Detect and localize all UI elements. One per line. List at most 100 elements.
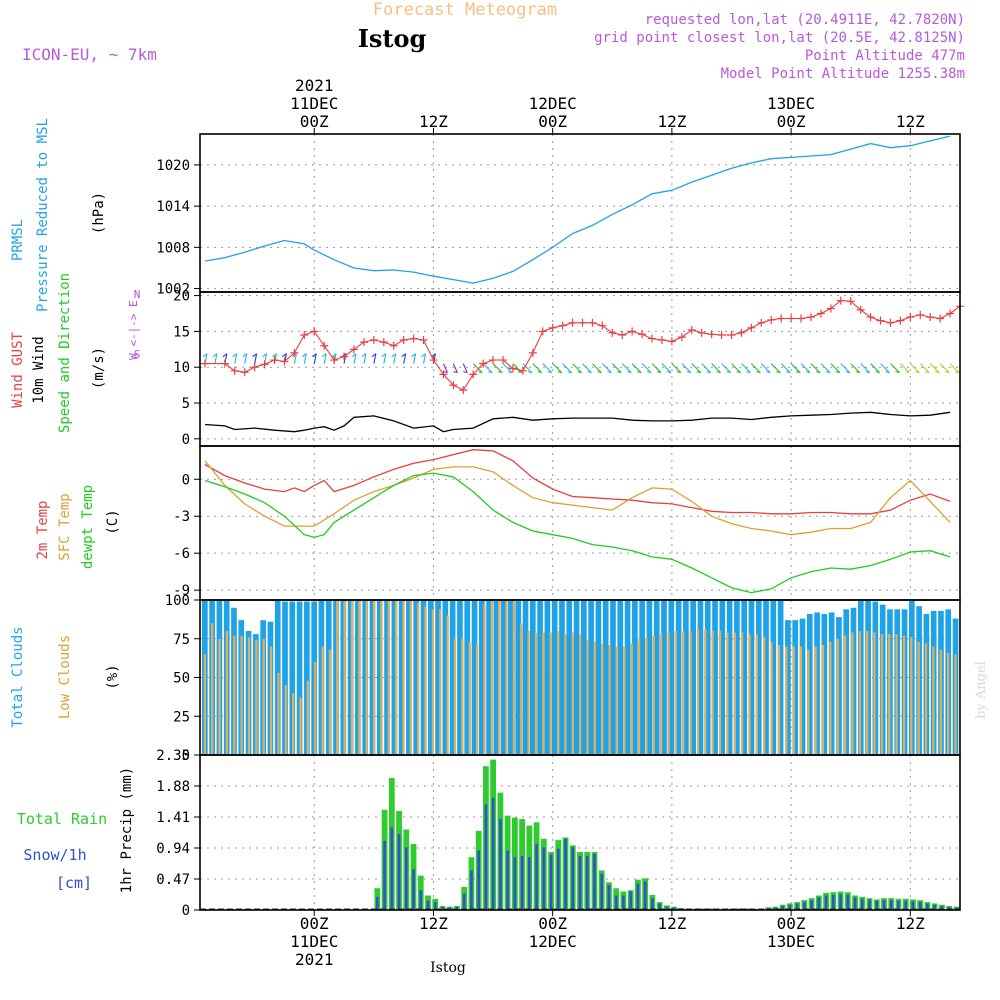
low-cloud-bar	[475, 643, 479, 755]
low-cloud-bar	[601, 643, 604, 755]
bottom-time-label: 12DEC	[529, 932, 577, 951]
snow-bar	[578, 855, 582, 910]
wind-arrow	[373, 353, 377, 364]
y-tick-label: 1.88	[156, 779, 190, 795]
snow-bar	[882, 900, 886, 910]
total-cloud-bar	[471, 600, 478, 755]
y-tick-label: 1020	[156, 158, 190, 174]
wind-arrow-head	[686, 371, 691, 374]
wind-arrow-head	[865, 371, 870, 374]
wind-arrow	[611, 363, 622, 374]
wind-arrow-head	[311, 353, 317, 358]
snow-bar	[426, 900, 430, 910]
low-cloud-bar	[623, 646, 626, 755]
wind-arrow	[949, 363, 960, 374]
snow-bar	[433, 902, 437, 910]
low-cloud-bar	[630, 643, 633, 755]
low-cloud-bar	[262, 638, 265, 755]
wind-arrow	[671, 363, 682, 374]
gust-marker	[946, 309, 955, 318]
low-cloud-bar	[453, 638, 457, 755]
wind-arrow-head	[453, 371, 458, 374]
wind-arrow-head	[351, 353, 357, 358]
low-cloud-bar	[755, 634, 758, 755]
top-time-label: 00Z	[538, 112, 567, 131]
low-cloud-bar	[218, 638, 221, 755]
wind-arrow	[452, 363, 458, 373]
low-cloud-bar	[579, 634, 582, 755]
total-cloud-bar	[464, 600, 471, 755]
y-tick-label: 10	[173, 360, 190, 376]
low-cloud-bar	[417, 603, 420, 755]
gust-marker	[638, 330, 647, 339]
low-cloud-bar	[704, 629, 707, 755]
gust-marker	[538, 327, 547, 336]
gust-marker	[876, 316, 885, 325]
snow-bar	[622, 895, 625, 910]
wind-speed-line	[204, 411, 951, 433]
wind-arrow	[254, 353, 258, 364]
low-cloud-bar	[225, 631, 229, 755]
gust-marker	[220, 359, 229, 368]
gust-marker	[667, 337, 676, 346]
wind-arrow	[363, 353, 367, 364]
low-cloud-bar	[608, 644, 611, 755]
gust-marker	[548, 323, 557, 332]
low-cloud-bar	[269, 646, 273, 755]
y-tick-label: 20	[173, 289, 190, 305]
total-cloud-bar	[581, 600, 587, 755]
wind-arrow	[492, 363, 503, 374]
low-cloud-bar	[483, 604, 486, 755]
total-cloud-bar	[442, 600, 449, 755]
wind-arrow	[601, 363, 612, 374]
snow-bar	[556, 848, 560, 910]
low-cloud-bar	[902, 635, 906, 755]
low-cloud-bar	[468, 641, 471, 755]
low-cloud-bar	[549, 632, 552, 755]
total-cloud-bar	[486, 600, 492, 755]
wind-arrow-head	[935, 371, 940, 374]
gust-marker	[747, 323, 756, 332]
low-cloud-bar	[843, 635, 847, 755]
wind-arrow	[939, 363, 950, 374]
bottom-time-label: 12Z	[896, 914, 925, 933]
snow-bar	[846, 894, 850, 910]
total-cloud-bar	[457, 600, 463, 755]
gust-marker	[787, 314, 796, 323]
snow-bar	[832, 894, 835, 910]
low-cloud-bar	[880, 634, 884, 755]
gust-marker	[459, 386, 468, 395]
snow-bar	[643, 881, 647, 910]
snow-bar	[470, 870, 473, 910]
total-cloud-bar	[741, 600, 748, 755]
gust-marker	[648, 334, 657, 343]
ylabel-speed-direction: Speed and Direction	[57, 273, 73, 433]
snow-bar	[810, 900, 813, 910]
y-tick-label: 25	[173, 709, 190, 725]
wind-arrow-head	[736, 371, 741, 374]
gust-marker	[558, 321, 567, 330]
total-cloud-bar	[639, 600, 645, 755]
total-cloud-bar	[734, 600, 740, 755]
gust-marker	[657, 335, 666, 344]
snow-bar	[571, 847, 575, 910]
snow-bar	[564, 838, 567, 910]
total-cloud-bar	[500, 600, 507, 755]
total-cloud-bar	[653, 600, 660, 755]
wind-arrow-head	[805, 371, 811, 374]
y-tick-label: -9	[173, 583, 190, 599]
station-name: Istog	[358, 24, 427, 53]
gust-marker	[439, 370, 448, 379]
gust-marker	[330, 356, 339, 365]
chart-title: Forecast Meteogram	[373, 0, 557, 20]
total-cloud-bar	[537, 600, 543, 755]
panel-wind: 0 5 10 15 20 Wind GUST 10m Wind Speed and Direc…	[10, 273, 964, 448]
low-cloud-bar	[343, 600, 346, 755]
gust-marker	[429, 356, 438, 365]
gust-marker	[618, 330, 627, 339]
snow-bar	[665, 906, 669, 910]
gust-marker	[598, 321, 607, 330]
snow-bar	[441, 906, 444, 910]
wind-arrow-head	[726, 371, 731, 374]
